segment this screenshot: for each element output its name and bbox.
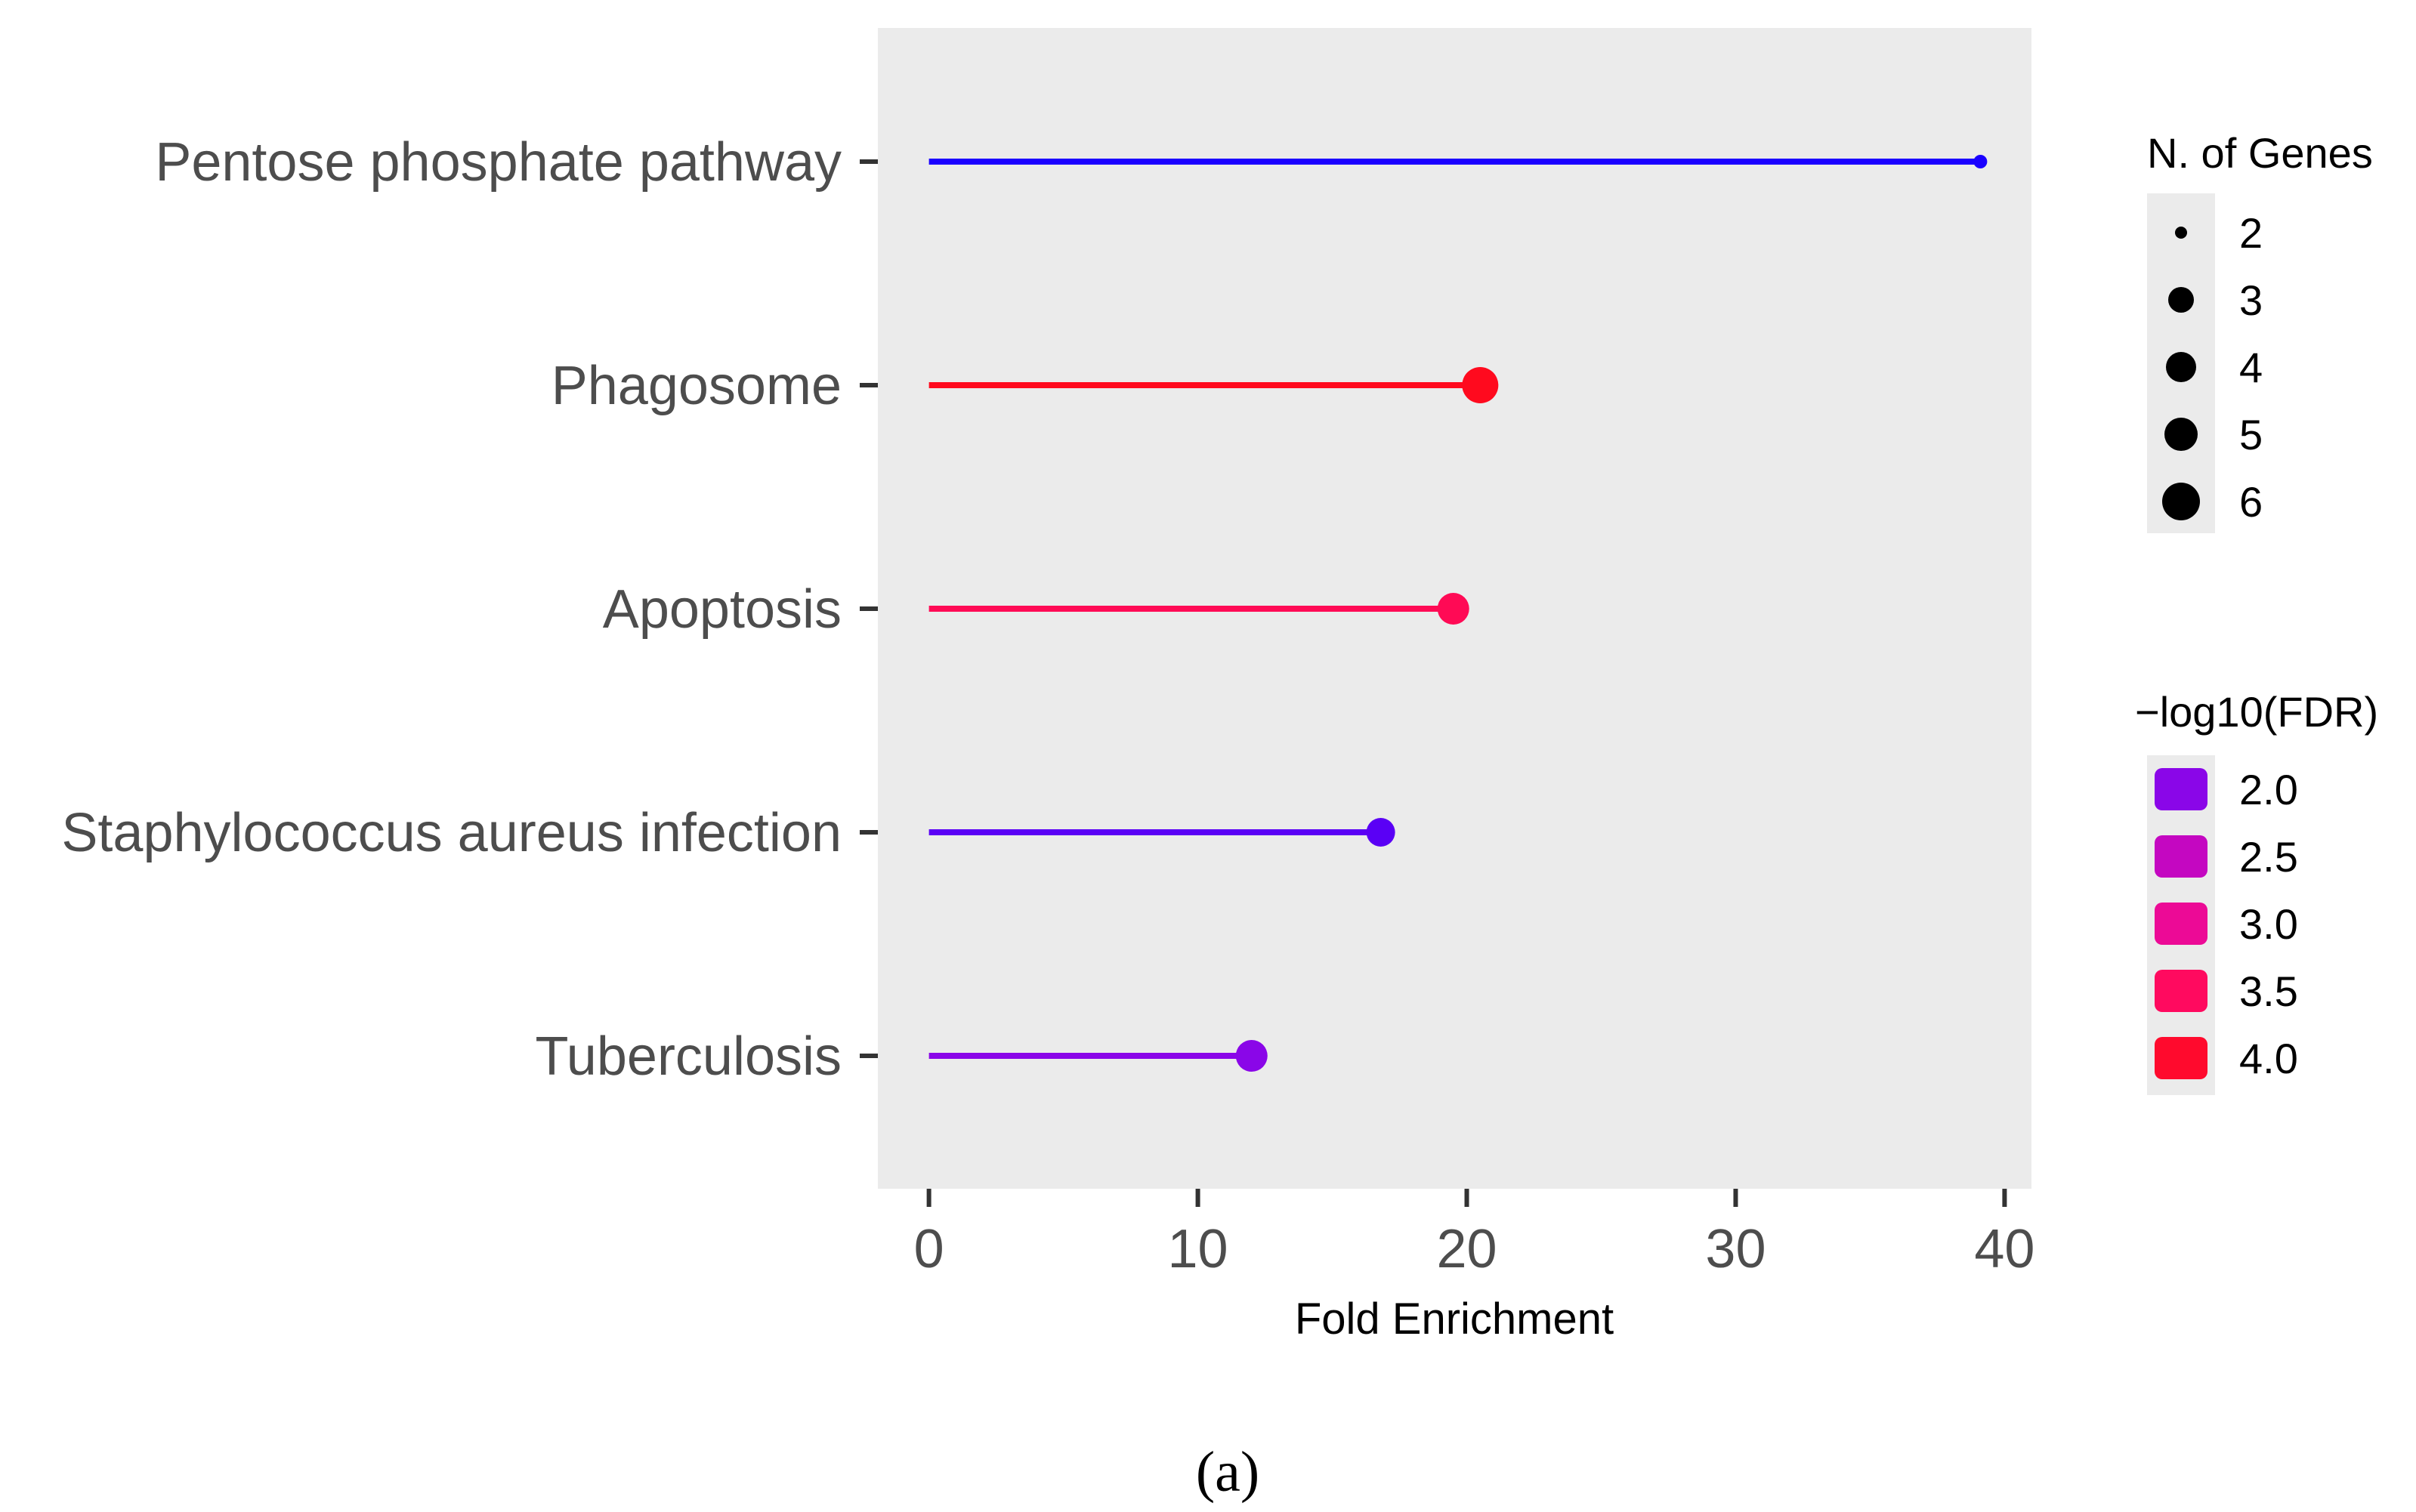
size-legend-dot	[2166, 352, 2196, 382]
size-legend-label: 2	[2239, 209, 2263, 257]
x-tick-label: 0	[914, 1219, 944, 1279]
color-legend-swatch	[2155, 835, 2207, 878]
lollipop-point	[1437, 593, 1469, 625]
size-legend-dot	[2164, 418, 2198, 451]
x-axis-title: Fold Enrichment	[1295, 1294, 1614, 1344]
color-legend-label: 3.0	[2239, 900, 2298, 948]
x-tick-label: 40	[1974, 1219, 2034, 1279]
lollipop-point	[1235, 1040, 1268, 1072]
x-axis: 0 10 20 30 40	[914, 1189, 2034, 1279]
y-tick-label: Phagosome	[551, 356, 842, 416]
y-tick-label: Apoptosis	[603, 579, 842, 640]
y-axis: Pentose phosphate pathway Phagosome Apopto…	[61, 132, 878, 1087]
y-tick-label: Tuberculosis	[536, 1026, 842, 1087]
lollipop-point	[1366, 818, 1395, 847]
x-tick-label: 10	[1168, 1219, 1228, 1279]
size-legend-label: 5	[2239, 411, 2263, 458]
color-legend-swatch	[2155, 903, 2207, 945]
size-legend: N. of Genes 2 3 4 5 6	[2147, 129, 2373, 533]
color-legend-swatch	[2155, 768, 2207, 810]
lollipop-marks	[928, 155, 1988, 1072]
size-legend-label: 6	[2239, 478, 2263, 526]
size-legend-dot	[2162, 483, 2200, 520]
lollipop-point	[1973, 155, 1988, 168]
size-legend-label: 4	[2239, 344, 2263, 391]
y-tick-label: Pentose phosphate pathway	[155, 132, 842, 193]
color-legend-label: 4.0	[2239, 1035, 2298, 1082]
color-legend-label: 3.5	[2239, 967, 2298, 1015]
size-legend-label: 3	[2239, 276, 2263, 324]
color-legend-label: 2.5	[2239, 833, 2298, 881]
size-legend-dot	[2168, 287, 2194, 313]
color-legend: −log10(FDR) 2.0 2.5 3.0 3.5 4.0	[2135, 688, 2378, 1095]
lollipop-point	[1462, 367, 1499, 403]
y-tick-label: Staphylococcus aureus infection	[61, 803, 842, 863]
figure-caption: (a)	[1196, 1440, 1259, 1504]
size-legend-title: N. of Genes	[2147, 129, 2373, 177]
color-legend-swatch	[2155, 1037, 2207, 1079]
size-legend-dot	[2175, 227, 2187, 239]
color-legend-title: −log10(FDR)	[2135, 688, 2378, 736]
color-legend-label: 2.0	[2239, 766, 2298, 813]
x-tick-label: 30	[1705, 1219, 1766, 1279]
color-legend-swatch	[2155, 970, 2207, 1012]
x-tick-label: 20	[1436, 1219, 1497, 1279]
